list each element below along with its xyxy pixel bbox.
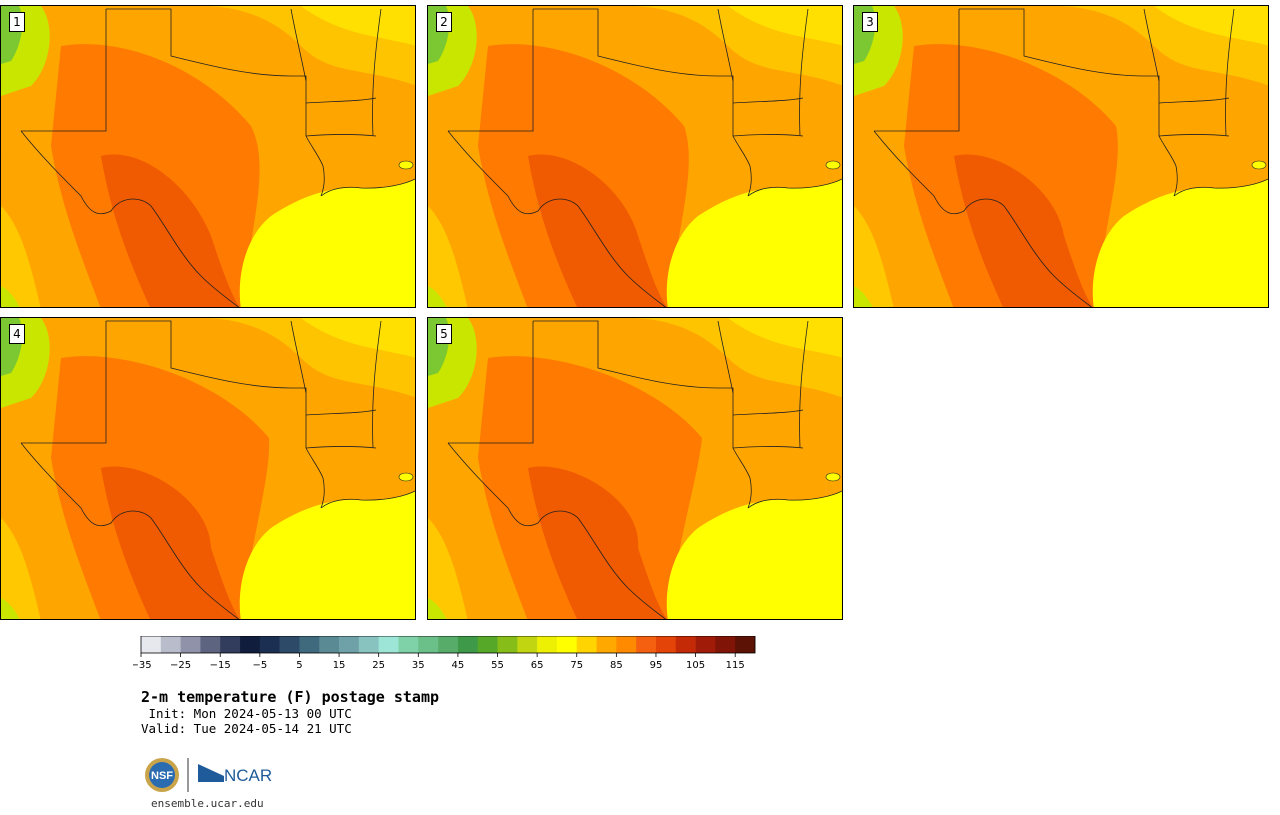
colorbar-swatch [279,636,300,653]
colorbar-swatch [141,636,162,653]
colorbar-tick-label: 115 [726,660,745,671]
colorbar-swatch [576,636,597,653]
colorbar-swatch [497,636,518,653]
colorbar: −35 −25 −15 −5 5 15 25 35 45 55 65 75 85 95 105 115 [133,636,756,671]
colorbar-swatch [259,636,280,653]
colorbar-swatch [556,636,578,653]
colorbar-tick-label: −35 [133,660,152,671]
colorbar-swatch [675,636,696,653]
colorbar-tick-label: 105 [686,660,705,671]
colorbar-swatch [319,636,340,653]
colorbar-swatch [180,636,201,653]
colorbar-swatch [438,636,459,653]
colorbar-swatch [735,636,756,653]
colorbar-swatch [358,636,379,653]
panel-number-label: 5 [436,324,452,344]
colorbar-swatch [299,636,320,653]
colorbar-swatch [457,636,479,653]
colorbar-swatch [596,636,617,653]
colorbar-swatch [339,636,360,653]
colorbar-tick-label: 45 [452,660,465,671]
colorbar-swatch [378,636,399,653]
colorbar-swatch [695,636,716,653]
nsf-text: NSF [151,770,173,782]
panel-number-label: 4 [9,324,25,344]
map-panel-4: 4 [0,317,416,620]
colorbar-tick-label: 95 [650,660,663,671]
colorbar-tick-label: −15 [210,660,231,671]
colorbar-swatch [517,636,538,653]
colorbar-swatch [616,636,637,653]
colorbar-border [140,636,756,654]
valid-time: Valid: Tue 2024-05-14 21 UTC [141,721,352,736]
panel-number-label: 2 [436,12,452,32]
colorbar-tick-label: 5 [296,660,302,671]
site-url: ensemble.ucar.edu [151,797,264,810]
colorbar-swatch [418,636,439,653]
map-panel-5: 5 [427,317,843,620]
colorbar-tick-label: −25 [170,660,191,671]
colorbar-swatch [220,636,241,653]
colorbar-swatch [655,636,677,653]
colorbar-tick-label: 65 [531,660,544,671]
colorbar-swatch [200,636,221,653]
temperature-map [1,318,415,619]
colorbar-swatch [636,636,657,653]
colorbar-tick-label: 25 [372,660,385,671]
temperature-map [854,6,1268,307]
nsf-logo-icon: NSF [145,758,179,792]
colorbar-tick-label: −5 [252,660,267,671]
init-time: Init: Mon 2024-05-13 00 UTC [141,706,352,721]
temperature-map [428,6,842,307]
temperature-map [428,318,842,619]
colorbar-tick-label: 35 [412,660,425,671]
ncar-logo-icon: NCAR [198,764,272,785]
colorbar-tick-label: 85 [610,660,623,671]
map-panel-1: 1 [0,5,416,308]
colorbar-swatch [398,636,419,653]
ncar-text: NCAR [224,766,272,785]
colorbar-swatch [537,636,558,653]
colorbar-tick-label: 55 [491,660,504,671]
colorbar-swatch [477,636,498,653]
colorbar-swatch [240,636,261,653]
temperature-map [1,6,415,307]
map-panel-3: 3 [853,5,1269,308]
map-panel-2: 2 [427,5,843,308]
logos: NSF NCAR [144,756,284,796]
colorbar-swatch [160,636,181,653]
colorbar-swatch [715,636,736,653]
colorbar-tick-label: 75 [570,660,583,671]
colorbar-tick-label: 15 [333,660,346,671]
panel-number-label: 3 [862,12,878,32]
map-title: 2-m temperature (F) postage stamp [141,688,440,706]
panel-number-label: 1 [9,12,25,32]
